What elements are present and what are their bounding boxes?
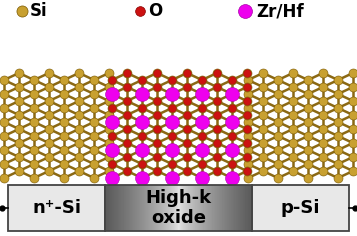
Text: p-Si: p-Si [281, 199, 320, 217]
Bar [8, 185, 105, 231]
Text: n⁺-Si: n⁺-Si [32, 199, 81, 217]
Text: Si: Si [30, 2, 47, 20]
Bar [105, 185, 252, 231]
Text: Zr/Hf: Zr/Hf [256, 2, 303, 20]
Text: High-k
oxide: High-k oxide [145, 189, 212, 227]
Bar [252, 185, 349, 231]
Text: O: O [148, 2, 162, 20]
